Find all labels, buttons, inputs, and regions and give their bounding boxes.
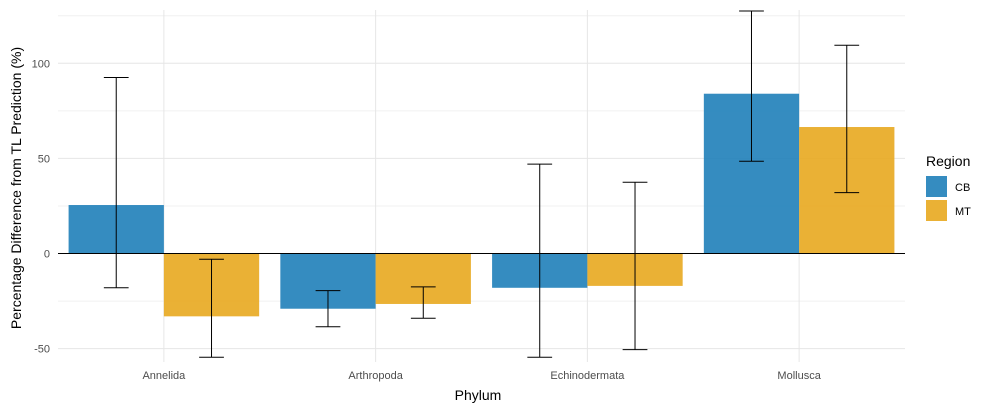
- y-tick-label: 0: [44, 249, 50, 261]
- error-bar-mt-mollusca: [834, 44, 860, 194]
- error-bar-cb-arthropoda: [315, 290, 341, 328]
- legend-key-cb: [926, 176, 947, 197]
- error-bar-mt-echinodermata: [622, 181, 648, 351]
- error-bar-mt-arthropoda: [410, 286, 436, 319]
- x-tick-label: Annelida: [142, 370, 186, 382]
- legend-label-cb: CB: [955, 182, 970, 194]
- legend-key-mt: [926, 200, 947, 221]
- error-bar-cb-echinodermata: [527, 163, 553, 358]
- y-tick-label: 100: [32, 58, 50, 70]
- y-axis-title: Percentage Difference from TL Prediction…: [8, 47, 24, 329]
- x-tick-label: Arthropoda: [348, 370, 403, 382]
- error-bar-cb-annelida: [103, 77, 129, 289]
- y-tick-label: 50: [38, 153, 50, 165]
- error-bars: [103, 10, 860, 358]
- y-tick-label: -50: [34, 344, 50, 356]
- legend-title: Region: [926, 153, 970, 169]
- bars: [68, 93, 895, 317]
- error-bar-cb-mollusca: [739, 10, 764, 162]
- x-axis-title: Phylum: [455, 387, 502, 403]
- x-tick-label: Mollusca: [777, 370, 821, 382]
- legend: Region CB MT: [926, 153, 971, 221]
- error-bar-mt-annelida: [199, 258, 224, 358]
- y-axis-ticks: -50 0 50 100: [32, 58, 50, 355]
- legend-label-mt: MT: [955, 206, 971, 218]
- x-axis-ticks: Annelida Arthropoda Echinodermata Mollusca: [142, 370, 821, 382]
- x-tick-label: Echinodermata: [550, 370, 625, 382]
